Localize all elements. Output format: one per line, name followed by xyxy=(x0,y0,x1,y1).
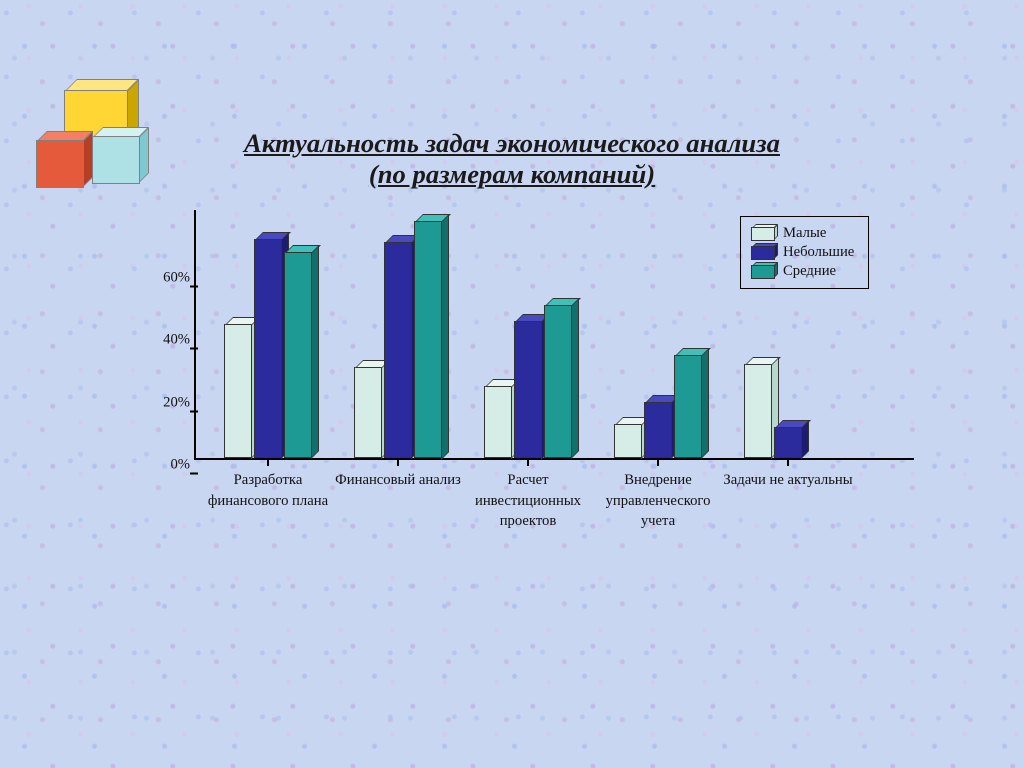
bar xyxy=(644,402,672,458)
bar-side-face xyxy=(441,214,449,460)
legend: Малые Небольшие Средние xyxy=(740,216,869,289)
x-tick xyxy=(787,458,789,466)
legend-swatch-icon xyxy=(751,246,775,260)
x-tick xyxy=(397,458,399,466)
y-tick-label: 20% xyxy=(142,394,190,411)
y-tick-label: 60% xyxy=(142,269,190,286)
x-axis-label: Разработка финансового плана xyxy=(198,470,338,511)
bar xyxy=(484,386,512,458)
bar xyxy=(514,321,542,459)
bar-side-face xyxy=(571,298,579,459)
legend-label: Малые xyxy=(783,225,826,242)
legend-label: Небольшие xyxy=(783,244,854,261)
bar xyxy=(354,367,382,458)
bar xyxy=(544,305,572,458)
bar xyxy=(774,427,802,458)
bar xyxy=(384,242,412,458)
x-tick xyxy=(657,458,659,466)
x-axis-label: Задачи не актуальны xyxy=(718,470,858,491)
bar xyxy=(254,239,282,458)
legend-item: Средние xyxy=(751,263,854,280)
bar xyxy=(744,364,772,458)
legend-label: Средние xyxy=(783,263,836,280)
x-axis-label: Финансовый анализ xyxy=(328,470,468,491)
legend-item: Небольшие xyxy=(751,244,854,261)
chart-title-line2: (по размерам компаний) xyxy=(369,159,655,190)
bar xyxy=(614,424,642,458)
x-axis-label: Расчет инвестиционных проектов xyxy=(458,470,598,532)
x-tick xyxy=(267,458,269,466)
bar-side-face xyxy=(801,420,809,459)
bar-side-face xyxy=(701,348,709,459)
legend-item: Малые xyxy=(751,225,854,242)
x-axis-label: Внедрение управленческого учета xyxy=(588,470,728,532)
bar xyxy=(284,252,312,458)
bar xyxy=(674,355,702,458)
bar xyxy=(414,221,442,459)
y-tick-label: 40% xyxy=(142,332,190,349)
legend-swatch-icon xyxy=(751,265,775,279)
bar xyxy=(224,324,252,458)
x-tick xyxy=(527,458,529,466)
chart-title-line1: Актуальность задач экономического анализ… xyxy=(244,128,780,159)
chart-title: Актуальность задач экономического анализ… xyxy=(0,128,1024,190)
legend-swatch-icon xyxy=(751,227,775,241)
bar-side-face xyxy=(311,245,319,459)
y-tick-label: 0% xyxy=(142,457,190,474)
